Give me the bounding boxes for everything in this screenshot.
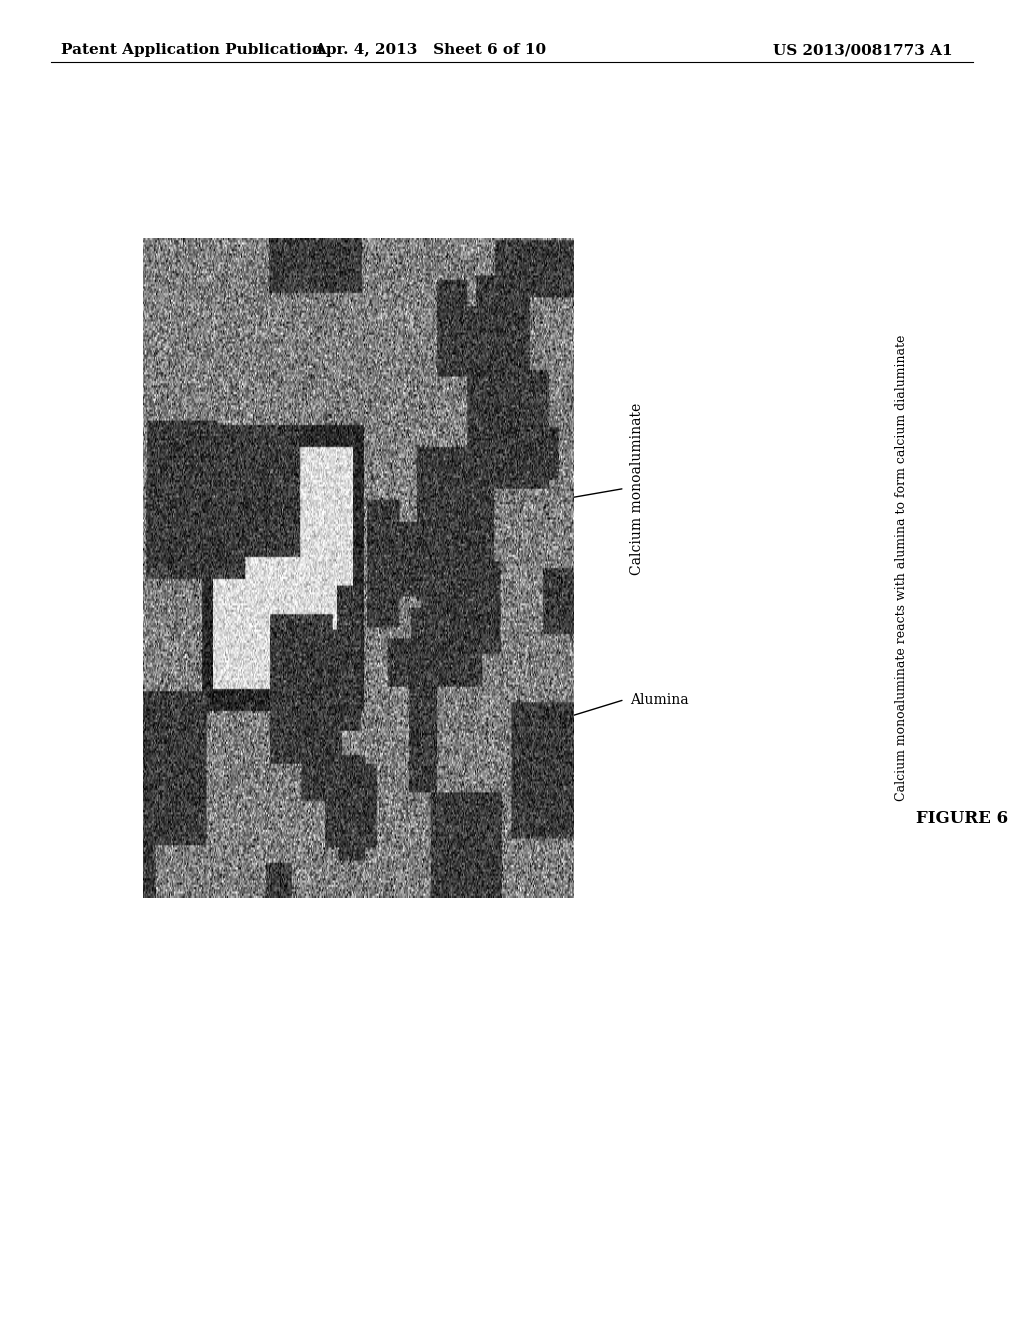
Text: 10 micro m
Mag=2.50kx: 10 micro m Mag=2.50kx: [500, 824, 572, 846]
Text: FIGURE 6: FIGURE 6: [916, 810, 1009, 826]
Text: Calcium monoaluminate reacts with alumina to form calcium dialuminate: Calcium monoaluminate reacts with alumin…: [895, 334, 907, 801]
Text: Alumina: Alumina: [630, 693, 688, 706]
Text: Calcium monoaluminate: Calcium monoaluminate: [630, 403, 644, 574]
Text: Patent Application Publication: Patent Application Publication: [61, 44, 324, 57]
Text: US 2013/0081773 A1: US 2013/0081773 A1: [773, 44, 952, 57]
Text: Apr. 4, 2013   Sheet 6 of 10: Apr. 4, 2013 Sheet 6 of 10: [314, 44, 546, 57]
